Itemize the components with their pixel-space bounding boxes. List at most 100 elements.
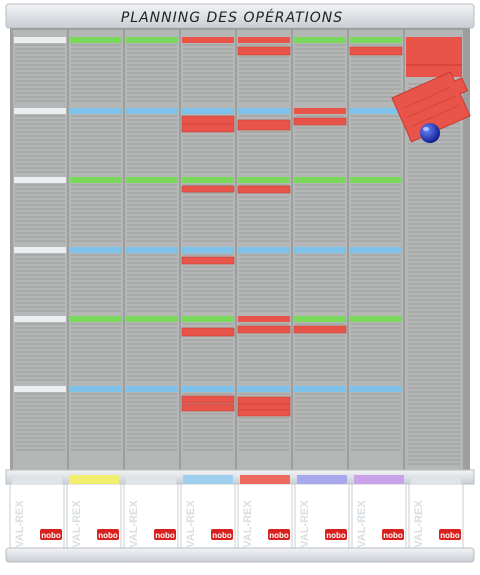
header-card[interactable] [182,108,234,114]
header-card[interactable] [70,37,122,43]
blue-magnet-icon[interactable] [420,123,440,143]
red-card[interactable] [237,325,291,334]
header-card[interactable] [126,247,178,253]
header-card[interactable] [294,37,346,43]
header-card[interactable] [70,386,122,392]
card-tray[interactable]: VAL-REX nobo [294,475,350,549]
header-card[interactable] [294,177,346,183]
card-trays: VAL-REX nobo VAL-REX nobo VAL-REX nobo VAL-REX… [9,475,464,549]
card-tray[interactable]: VAL-REX nobo [237,475,293,549]
tray-brand-text: VAL-REX [71,500,83,548]
card-tray[interactable]: VAL-REX nobo [408,475,464,549]
header-card[interactable] [294,247,346,253]
header-card[interactable] [294,316,346,322]
header-card[interactable] [294,386,346,392]
tray-logo-text: nobo [155,531,175,540]
header-card[interactable] [182,177,234,183]
header-card[interactable] [126,37,178,43]
header-card[interactable] [126,177,178,183]
header-card[interactable] [14,37,66,43]
bottom-rail [5,547,475,563]
card-column [13,30,67,470]
card-tray[interactable]: VAL-REX nobo [9,475,65,549]
header-card[interactable] [182,386,234,392]
red-card[interactable] [181,403,235,412]
red-card[interactable] [406,37,462,77]
card-column [293,30,347,470]
header-card[interactable] [126,108,178,114]
tray-tab [240,475,290,484]
tray-logo-text: nobo [212,531,232,540]
tray-brand-text: VAL-REX [413,500,425,548]
red-cards [181,46,403,417]
header-card[interactable] [350,316,402,322]
card-column [125,30,179,470]
tray-brand-text: VAL-REX [14,500,26,548]
nobo-logo-icon [40,529,62,540]
tray-tab [297,475,347,484]
card-tray[interactable]: VAL-REX nobo [351,475,407,549]
card-tray[interactable]: VAL-REX nobo [180,475,236,549]
tray-logo-text: nobo [383,531,403,540]
red-card[interactable] [237,119,291,131]
tray-logo-text: nobo [98,531,118,540]
tray-body [408,483,464,549]
red-card[interactable] [181,185,235,193]
header-card[interactable] [14,316,66,322]
header-card[interactable] [14,108,66,114]
card-tray[interactable]: VAL-REX nobo [123,475,179,549]
header-card[interactable] [350,37,402,43]
card-column [69,30,123,470]
red-card[interactable] [293,117,347,126]
tray-tab [354,475,404,484]
red-card[interactable] [181,395,235,404]
tray-logo-text: nobo [326,531,346,540]
header-card[interactable] [182,37,234,43]
header-card[interactable] [350,177,402,183]
header-card[interactable] [182,247,234,253]
nobo-logo-icon [325,529,347,540]
header-card[interactable] [238,108,290,114]
tray-logo-text: nobo [269,531,289,540]
red-card[interactable] [237,409,291,417]
loose-red-card[interactable] [391,69,477,143]
header-card[interactable] [70,108,122,114]
header-card[interactable] [350,247,402,253]
card-tray[interactable]: VAL-REX nobo [66,475,122,549]
header-card[interactable] [238,37,290,43]
red-card[interactable] [237,396,291,405]
tray-brand-text: VAL-REX [356,500,368,548]
red-card[interactable] [349,46,403,56]
red-card[interactable] [181,115,235,125]
tray-tab [69,475,119,484]
red-card[interactable] [237,46,291,56]
header-card[interactable] [350,386,402,392]
tray-brand-text: VAL-REX [185,500,197,548]
header-card[interactable] [14,247,66,253]
header-card[interactable] [70,177,122,183]
red-card[interactable] [181,123,235,133]
header-card[interactable] [238,247,290,253]
red-card[interactable] [237,185,291,194]
tray-tab [411,475,461,484]
nobo-logo-icon [211,529,233,540]
red-card[interactable] [181,327,235,337]
red-card[interactable] [181,256,235,265]
red-card[interactable] [293,325,347,334]
header-card[interactable] [14,177,66,183]
header-card[interactable] [294,108,346,114]
header-card[interactable] [14,386,66,392]
header-card[interactable] [238,177,290,183]
header-card[interactable] [126,386,178,392]
header-card[interactable] [182,316,234,322]
header-card[interactable] [350,108,402,114]
header-card[interactable] [70,316,122,322]
header-card[interactable] [238,386,290,392]
tray-logo-text: nobo [440,531,460,540]
red-card[interactable] [237,403,291,411]
tray-logo-text: nobo [41,531,61,540]
header-card[interactable] [238,316,290,322]
header-card[interactable] [126,316,178,322]
tray-tab [183,475,233,484]
header-card[interactable] [70,247,122,253]
